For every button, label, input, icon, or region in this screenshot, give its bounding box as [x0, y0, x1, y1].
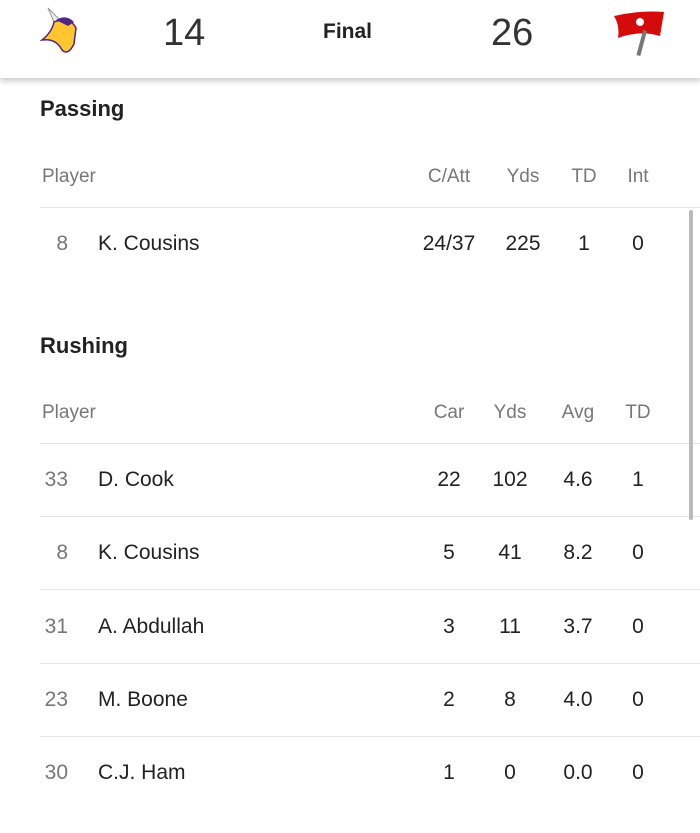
rushing-col-car: Car	[433, 402, 465, 423]
divider	[40, 443, 700, 444]
c-att: 24/37	[422, 232, 476, 255]
passing-col-player: Player	[42, 166, 96, 187]
player-number: 33	[44, 468, 68, 491]
player-name[interactable]: K. Cousins	[98, 232, 200, 255]
vikings-logo-icon[interactable]	[40, 6, 84, 58]
divider	[40, 589, 700, 591]
avg: 4.0	[563, 687, 593, 711]
buccaneers-logo-icon[interactable]	[610, 8, 668, 58]
car: 1	[443, 761, 455, 785]
player-name[interactable]: K. Cousins	[98, 541, 200, 565]
td: 0	[632, 614, 644, 638]
away-score: 14	[163, 12, 206, 54]
player-name[interactable]: M. Boone	[98, 687, 188, 711]
int: 0	[632, 232, 644, 255]
scoreboard-header: 14 Final 26	[0, 0, 700, 78]
td: 0	[632, 761, 644, 785]
avg: 3.7	[563, 614, 593, 638]
passing-col-catt: C/Att	[427, 166, 471, 187]
car: 3	[443, 614, 455, 638]
avg: 0.0	[563, 761, 593, 785]
rushing-title: Rushing	[40, 333, 128, 358]
rushing-col-avg: Avg	[561, 402, 595, 423]
rushing-col-player: Player	[42, 402, 96, 423]
home-score: 26	[491, 12, 534, 54]
game-status: Final	[323, 20, 373, 43]
divider	[40, 735, 700, 737]
player-number: 8	[56, 541, 68, 565]
yds: 8	[504, 687, 516, 711]
td: 1	[632, 468, 644, 491]
scrollbar[interactable]	[689, 210, 693, 520]
yds: 11	[499, 614, 521, 638]
yds: 41	[498, 541, 522, 565]
car: 22	[437, 468, 461, 491]
yds: 0	[504, 761, 516, 785]
player-name[interactable]: C.J. Ham	[98, 761, 186, 785]
avg: 8.2	[563, 541, 593, 565]
td: 0	[632, 687, 644, 711]
td: 0	[632, 541, 644, 565]
rushing-col-td: TD	[625, 402, 651, 423]
divider	[40, 207, 700, 208]
passing-col-td: TD	[571, 166, 597, 187]
player-number: 30	[44, 761, 68, 785]
player-number: 23	[44, 687, 68, 711]
player-number: 8	[56, 232, 68, 255]
yds: 102	[492, 468, 528, 491]
divider	[40, 516, 700, 517]
passing-col-int: Int	[627, 166, 649, 187]
passing-col-yds: Yds	[506, 166, 540, 187]
avg: 4.6	[563, 468, 593, 491]
divider	[40, 662, 700, 664]
car: 2	[443, 687, 455, 711]
player-name[interactable]: A. Abdullah	[98, 614, 205, 638]
passing-title: Passing	[40, 96, 125, 121]
td: 1	[578, 232, 590, 255]
car: 5	[443, 541, 455, 565]
player-number: 31	[44, 614, 68, 638]
yds: 225	[505, 232, 541, 255]
player-name[interactable]: D. Cook	[98, 468, 174, 491]
rushing-col-yds: Yds	[493, 402, 527, 423]
